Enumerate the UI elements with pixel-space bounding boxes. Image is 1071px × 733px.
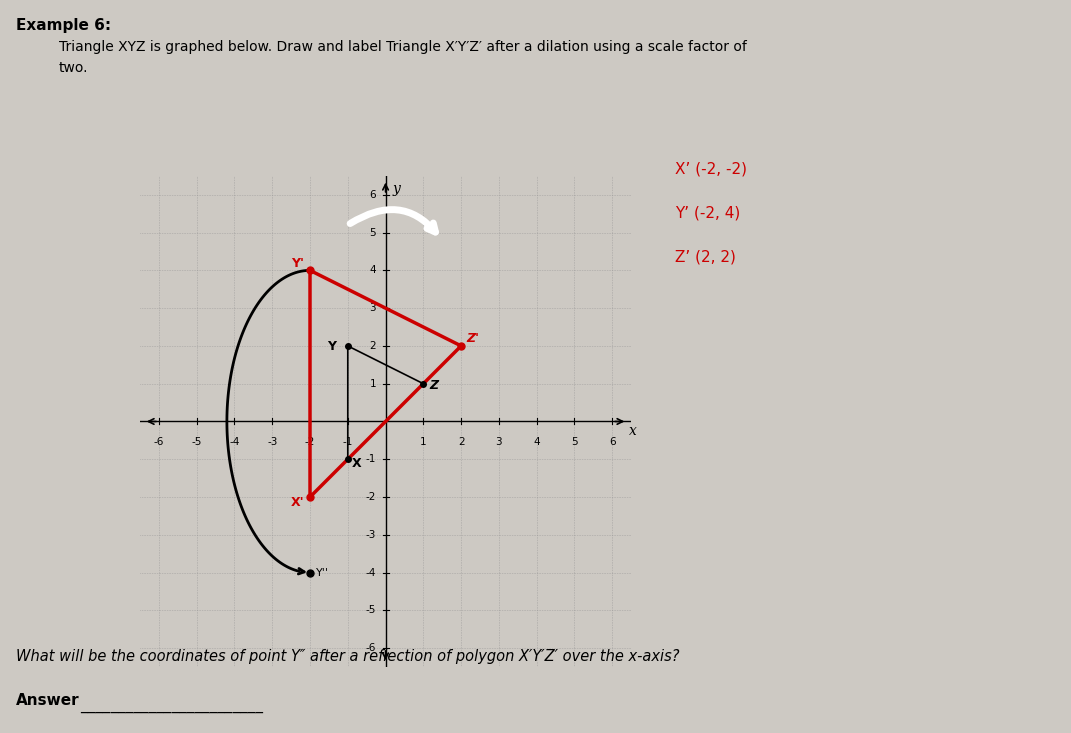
Text: Z': Z'	[467, 332, 480, 345]
Text: -5: -5	[192, 437, 201, 446]
Text: -1: -1	[343, 437, 353, 446]
Text: -4: -4	[229, 437, 240, 446]
Text: -2: -2	[305, 437, 315, 446]
Text: 2: 2	[457, 437, 465, 446]
Text: 1: 1	[420, 437, 426, 446]
Text: 4: 4	[369, 265, 376, 276]
Text: -3: -3	[365, 530, 376, 539]
Text: y: y	[392, 182, 401, 196]
Text: Y: Y	[328, 339, 336, 353]
Text: -1: -1	[365, 454, 376, 464]
Text: 2: 2	[369, 341, 376, 351]
Text: 1: 1	[369, 379, 376, 388]
Text: X: X	[351, 457, 361, 470]
Text: 4: 4	[533, 437, 540, 446]
Text: -6: -6	[365, 643, 376, 653]
Text: Y'': Y''	[316, 568, 329, 578]
Text: What will be the coordinates of point Y″ after a reflection of polygon X′Y′Z′ ov: What will be the coordinates of point Y″…	[16, 649, 680, 663]
Text: Y': Y'	[291, 257, 304, 270]
Text: Answer: Answer	[16, 693, 79, 707]
Text: -5: -5	[365, 605, 376, 616]
Text: 6: 6	[609, 437, 616, 446]
Text: Example 6:: Example 6:	[16, 18, 111, 33]
Text: 3: 3	[496, 437, 502, 446]
Text: x: x	[630, 424, 637, 438]
Text: Y’ (-2, 4): Y’ (-2, 4)	[675, 205, 740, 220]
Text: 6: 6	[369, 190, 376, 200]
Text: -4: -4	[365, 567, 376, 578]
Text: -3: -3	[267, 437, 277, 446]
Text: Triangle XYZ is graphed below. Draw and label Triangle X′Y′Z′ after a dilation u: Triangle XYZ is graphed below. Draw and …	[59, 40, 746, 75]
Text: 5: 5	[369, 227, 376, 237]
Text: -2: -2	[365, 492, 376, 502]
Text: Z’ (2, 2): Z’ (2, 2)	[675, 249, 736, 264]
Text: ________________________: ________________________	[80, 698, 263, 712]
Text: -6: -6	[154, 437, 164, 446]
FancyArrowPatch shape	[350, 210, 436, 232]
Text: Z: Z	[429, 380, 438, 392]
Text: 5: 5	[571, 437, 577, 446]
Text: 3: 3	[369, 303, 376, 313]
Text: X': X'	[290, 496, 304, 509]
Text: X’ (-2, -2): X’ (-2, -2)	[675, 161, 746, 176]
